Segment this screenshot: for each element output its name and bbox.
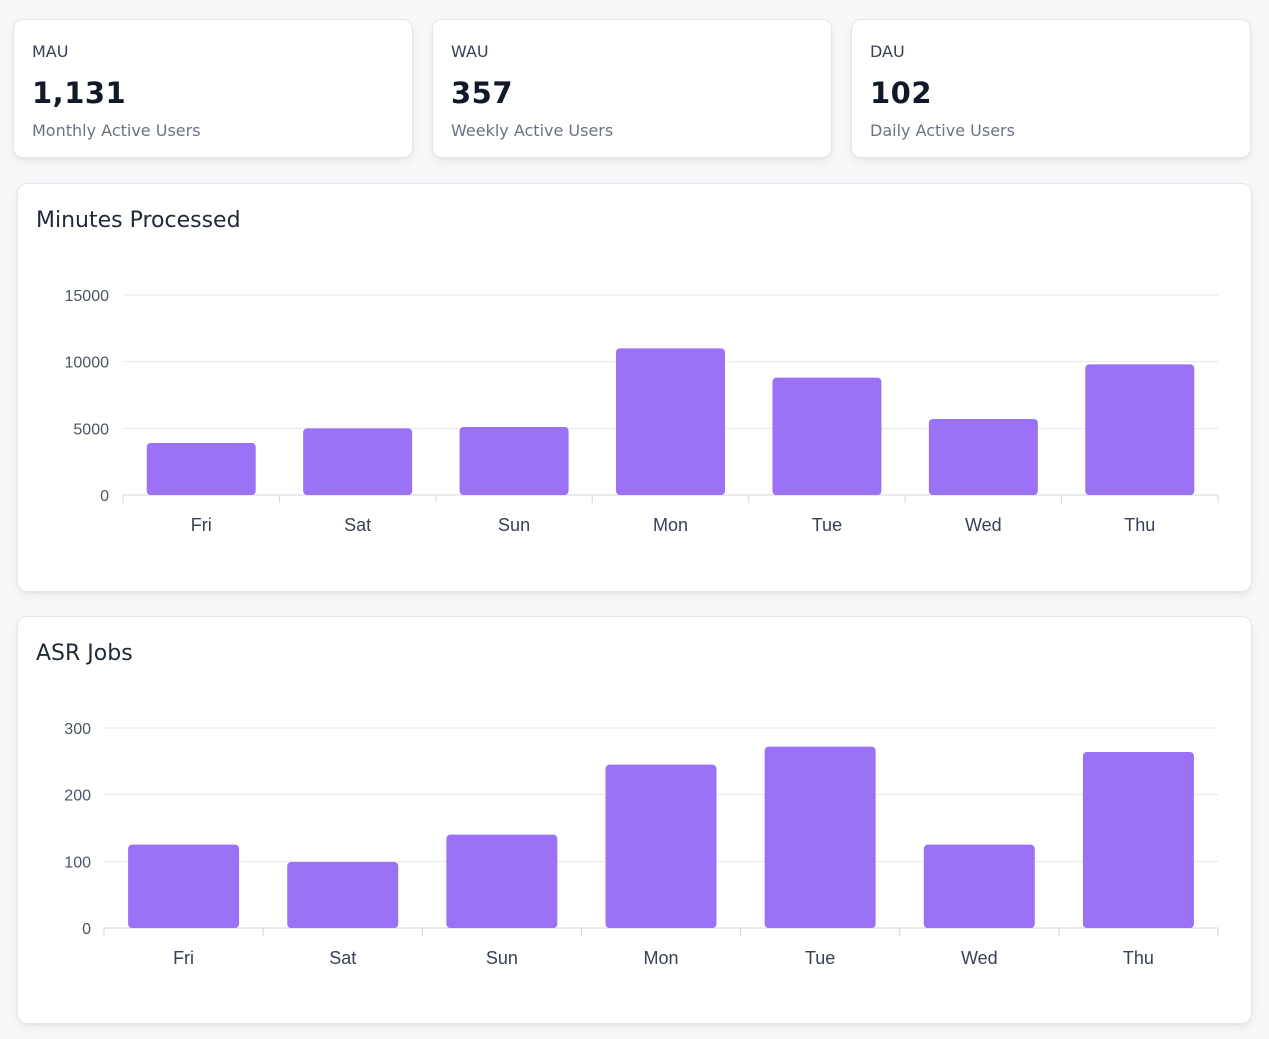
- x-tick-label: Tue: [805, 948, 835, 968]
- bar-sun: [446, 834, 558, 928]
- bar-wed: [923, 844, 1035, 928]
- stat-card-dau: DAU 102 Daily Active Users: [851, 19, 1251, 158]
- asr-jobs-card: ASR Jobs 0 100 200 300 Fri Sat Sun Mon Tue Wed Thu: [17, 616, 1252, 1024]
- x-tick-label: Tue: [812, 515, 842, 535]
- y-tick-label: 0: [100, 488, 109, 505]
- bar-sat: [303, 428, 413, 495]
- y-tick-label: 100: [64, 854, 91, 871]
- bar-tue: [764, 746, 876, 928]
- bar-mon: [605, 764, 717, 928]
- bar-mon: [616, 348, 725, 495]
- y-tick-label: 5000: [73, 421, 109, 438]
- bar-sat: [287, 862, 399, 928]
- x-tick-label: Wed: [961, 948, 998, 968]
- stat-label: WAU: [451, 42, 489, 61]
- stat-value: 1,131: [32, 76, 127, 110]
- x-tick-label: Sun: [498, 515, 530, 535]
- y-tick-label: 200: [64, 788, 91, 805]
- x-tick-label: Sun: [486, 948, 518, 968]
- x-tick-label: Sat: [344, 515, 371, 535]
- x-tick-label: Sat: [329, 948, 356, 968]
- bar-wed: [928, 419, 1038, 495]
- chart-title: ASR Jobs: [36, 641, 133, 666]
- stat-label: DAU: [870, 42, 905, 61]
- x-tick-label: Thu: [1124, 515, 1155, 535]
- bar-sun: [459, 427, 569, 495]
- x-tick-label: Mon: [643, 948, 678, 968]
- bar-thu: [1082, 752, 1194, 928]
- bar-fri: [146, 443, 256, 495]
- stat-value: 357: [451, 76, 514, 110]
- stat-description: Weekly Active Users: [451, 121, 614, 140]
- minutes-processed-card: Minutes Processed 0 5000 10000 15000 Fri Sat S…: [17, 183, 1252, 592]
- chart-title: Minutes Processed: [36, 208, 241, 233]
- bar-tue: [772, 377, 882, 495]
- y-tick-label: 0: [82, 921, 91, 938]
- stat-value: 102: [870, 76, 933, 110]
- y-tick-label: 300: [64, 721, 91, 738]
- bar-thu: [1085, 364, 1195, 495]
- asr-jobs-chart: 0 100 200 300 Fri Sat Sun Mon Tue Wed Thu: [64, 721, 1219, 968]
- x-tick-label: Thu: [1123, 948, 1154, 968]
- stat-card-wau: WAU 357 Weekly Active Users: [432, 19, 832, 158]
- y-tick-label: 10000: [65, 355, 110, 372]
- y-tick-label: 15000: [65, 288, 110, 305]
- stat-description: Monthly Active Users: [32, 121, 201, 140]
- stat-card-mau: MAU 1,131 Monthly Active Users: [13, 19, 413, 158]
- x-tick-label: Fri: [173, 948, 194, 968]
- x-tick-label: Wed: [965, 515, 1002, 535]
- stat-label: MAU: [32, 42, 69, 61]
- x-tick-label: Fri: [191, 515, 212, 535]
- stat-description: Daily Active Users: [870, 121, 1015, 140]
- bar-fri: [128, 844, 240, 928]
- minutes-processed-chart: 0 5000 10000 15000 Fri Sat Sun Mon Tue Wed Thu: [65, 288, 1219, 535]
- x-tick-label: Mon: [653, 515, 688, 535]
